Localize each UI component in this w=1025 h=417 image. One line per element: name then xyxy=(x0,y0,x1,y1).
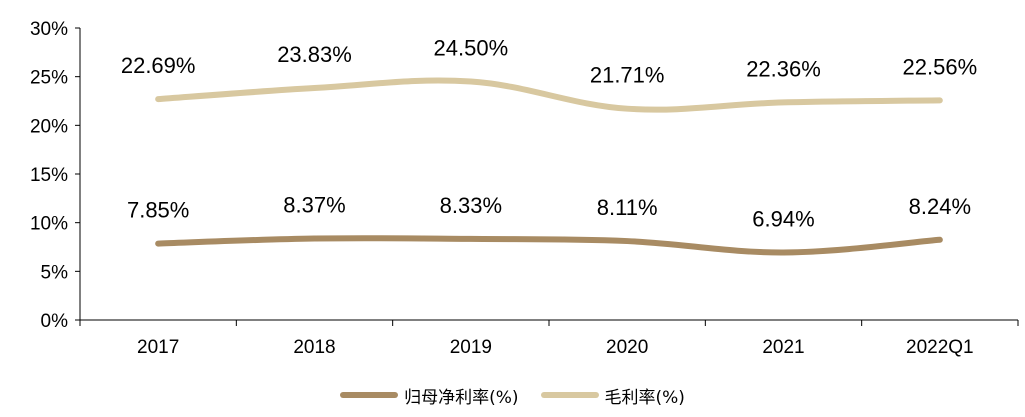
y-tick-label: 30% xyxy=(30,19,68,40)
x-tick-label: 2020 xyxy=(606,337,648,358)
y-tick-label: 0% xyxy=(41,311,69,332)
data-label: 8.11% xyxy=(597,195,658,220)
data-label: 8.37% xyxy=(283,193,345,218)
series-line-0 xyxy=(155,235,943,256)
data-label: 21.71% xyxy=(590,63,665,88)
y-tick-label: 25% xyxy=(30,68,68,89)
line-chart: 0% 5% 10% 15% 20% 25% 30% 2017 2018 2019 2020 2021 2… xyxy=(30,19,1019,358)
x-tick-label: 2022Q1 xyxy=(906,337,974,358)
legend-swatch-net-margin xyxy=(340,392,399,398)
x-tick-label: 2019 xyxy=(450,337,492,358)
legend-item-net-margin: 归母净利率(%) xyxy=(340,383,519,408)
y-tick-label: 10% xyxy=(30,214,68,235)
y-tick-label: 15% xyxy=(30,165,68,186)
x-tick-label: 2021 xyxy=(762,337,804,358)
legend-item-gross-margin: 毛利率(%) xyxy=(540,383,685,408)
data-label: 8.24% xyxy=(909,194,971,219)
data-labels: 7.85% 8.37% 8.33% 8.11% 6.94% 8.24% 22.69% 23.8… xyxy=(121,36,977,232)
data-label: 8.33% xyxy=(440,193,502,218)
x-tick-label: 2017 xyxy=(137,337,179,358)
legend-swatch-gross-margin xyxy=(540,392,599,398)
legend-label-net-margin: 归母净利率(%) xyxy=(404,387,519,408)
legend: 归母净利率(%) 毛利率(%) xyxy=(0,380,1025,410)
data-label: 23.83% xyxy=(277,42,352,67)
legend-label-gross-margin: 毛利率(%) xyxy=(604,387,685,408)
axes: 0% 5% 10% 15% 20% 25% 30% 2017 2018 2019 2020 2021 2… xyxy=(30,19,1019,358)
series-line-1 xyxy=(155,77,943,113)
y-tick-label: 5% xyxy=(41,262,69,283)
series-layer xyxy=(155,77,943,256)
data-label: 22.69% xyxy=(121,53,196,78)
x-tick-label: 2018 xyxy=(293,337,335,358)
y-tick-label: 20% xyxy=(30,116,68,137)
data-label: 7.85% xyxy=(127,198,189,223)
data-label: 24.50% xyxy=(434,36,509,61)
data-label: 22.56% xyxy=(903,54,978,79)
data-label: 22.36% xyxy=(746,56,821,81)
data-label: 6.94% xyxy=(752,206,814,231)
